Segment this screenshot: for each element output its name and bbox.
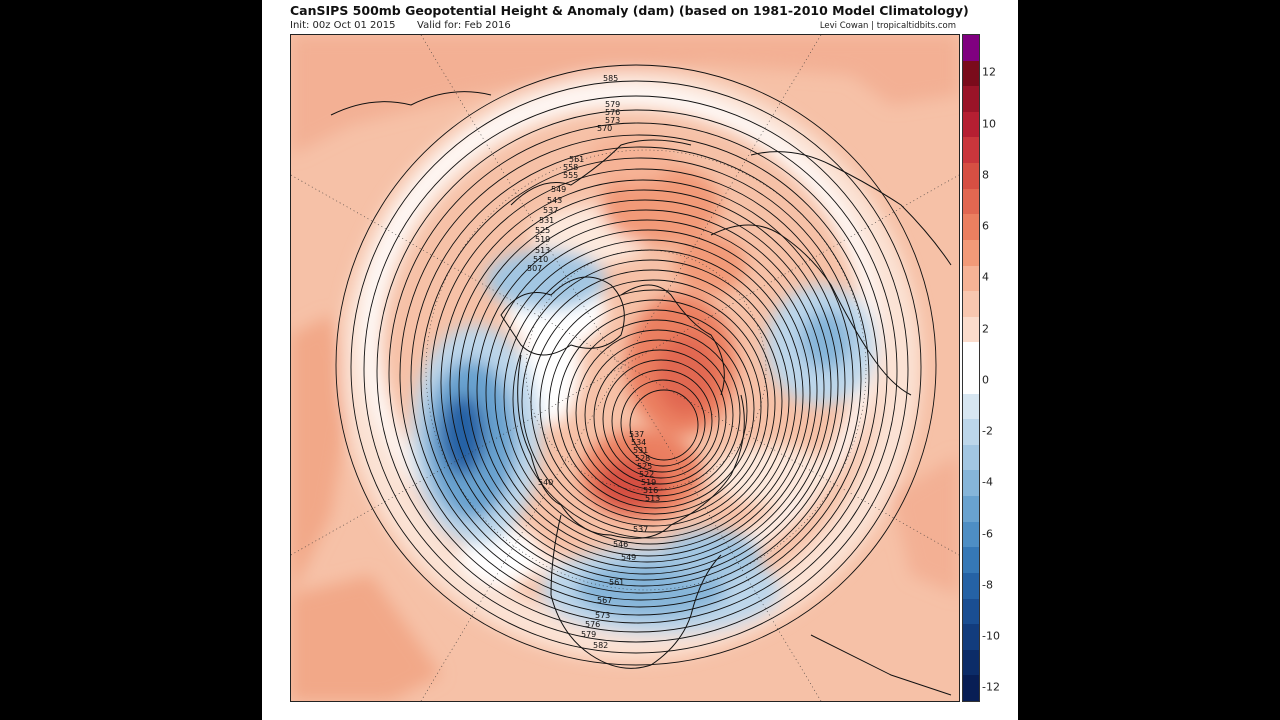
colorbar-segment: [963, 163, 979, 190]
contour-label: 537: [543, 206, 558, 215]
contour-label: 543: [547, 196, 562, 205]
contour-label: 519: [535, 235, 550, 244]
colorbar-tick-label: 0: [982, 373, 989, 387]
colorbar-segment: [963, 239, 979, 267]
contour-label: 510: [533, 255, 548, 264]
contour-label: 582: [593, 641, 608, 650]
colorbar-segment: [963, 35, 979, 62]
contour-label: 546: [613, 540, 628, 549]
contour-label: 519: [641, 478, 656, 487]
contour-label: 573: [605, 116, 620, 125]
colorbar-tick-label: 6: [982, 219, 989, 233]
colorbar-segment: [963, 675, 979, 702]
contour-label: 516: [643, 486, 658, 495]
colorbar-segment: [963, 547, 979, 574]
contour-label: 528: [635, 454, 650, 463]
colorbar-segment: [963, 188, 979, 215]
polar-map: 585 579 576 573 570 561 558 555 549 543 …: [290, 34, 960, 702]
contour-label: 513: [645, 494, 660, 503]
contour-label: 585: [603, 74, 618, 83]
contour-label: 522: [639, 470, 654, 479]
contour-label: 576: [605, 108, 620, 117]
contour-labels-center: 540 537 534 531 528 525 522 519 516 513: [538, 430, 660, 503]
chart-title: CanSIPS 500mb Geopotential Height & Anom…: [290, 3, 969, 18]
contour-labels: 585 579 576 573 570 561 558 555 549 543 …: [527, 74, 660, 650]
contour-label: 555: [563, 171, 578, 180]
contour-label: 573: [595, 611, 610, 620]
figure-panel: CanSIPS 500mb Geopotential Height & Anom…: [262, 0, 1018, 720]
colorbar: [962, 34, 980, 702]
contour-label: 525: [637, 462, 652, 471]
colorbar-segment: [963, 291, 979, 318]
contour-label: 561: [569, 155, 584, 164]
graticule: [291, 35, 959, 701]
colorbar-segment: [963, 342, 979, 369]
coastlines: [330, 91, 952, 696]
contour-label: 537: [633, 525, 648, 534]
colorbar-tick-label: -12: [982, 680, 1000, 694]
contour-label: 507: [527, 264, 542, 273]
contour-label: 567: [597, 596, 612, 605]
colorbar-segment: [963, 470, 979, 497]
colorbar-segment: [963, 572, 979, 600]
colorbar-segment: [963, 496, 979, 523]
contour-label: 558: [563, 163, 578, 172]
contour-labels-south: 537 546 549 561 567 573 576 579 582: [581, 525, 648, 650]
contour-label: 525: [535, 226, 550, 235]
contour-label: 531: [633, 446, 648, 455]
colorbar-tick-label: 8: [982, 168, 989, 182]
colorbar-segment: [963, 649, 979, 676]
colorbar-tick-label: 4: [982, 270, 989, 284]
colorbar-segment: [963, 111, 979, 138]
credit-text: Levi Cowan | tropicaltidbits.com: [819, 21, 956, 31]
colorbar-tick-label: -6: [982, 527, 993, 540]
colorbar-segment: [963, 521, 979, 548]
init-time: Init: 00z Oct 01 2015: [290, 20, 396, 31]
colorbar-segment: [963, 214, 979, 241]
colorbar-segment: [963, 444, 979, 471]
colorbar-tick-label: 10: [982, 117, 996, 131]
contour-label: 579: [605, 100, 620, 109]
colorbar-segment: [963, 60, 979, 87]
map-svg: 585 579 576 573 570 561 558 555 549 543 …: [291, 35, 959, 701]
contour-label: 534: [631, 438, 646, 447]
colorbar-tick-label: -10: [982, 629, 1000, 643]
colorbar-segment: [963, 598, 979, 625]
colorbar-segment: [963, 265, 979, 292]
contour-label: 570: [597, 124, 612, 133]
colorbar-tick-label: 12: [982, 65, 996, 79]
colorbar-segment: [963, 86, 979, 113]
colorbar-segment: [963, 368, 979, 395]
contour-label: 549: [551, 185, 566, 194]
valid-time: Valid for: Feb 2016: [417, 20, 511, 31]
contour-label: 579: [581, 630, 596, 639]
colorbar-segment: [963, 316, 979, 343]
contour-label: 531: [539, 216, 554, 225]
contour-labels-upper: 585 579 576 573 570 561 558 555 549 543 …: [527, 74, 620, 273]
colorbar-segment: [963, 624, 979, 651]
colorbar-tick-label: -2: [982, 424, 993, 438]
contour-label: 513: [535, 246, 550, 255]
contour-label: 576: [585, 620, 600, 629]
height-contours: [335, 64, 937, 666]
colorbar-tick-label: -8: [982, 578, 993, 592]
contour-label: 537: [629, 430, 644, 439]
contour-label: 561: [609, 578, 624, 587]
colorbar-tick-label: 2: [982, 322, 989, 336]
contour-label: 540: [538, 478, 553, 487]
colorbar-segment: [963, 393, 979, 420]
colorbar-segment: [963, 137, 979, 164]
colorbar-tick-label: -4: [982, 475, 993, 489]
colorbar-segment: [963, 419, 979, 446]
contour-label: 549: [621, 553, 636, 562]
